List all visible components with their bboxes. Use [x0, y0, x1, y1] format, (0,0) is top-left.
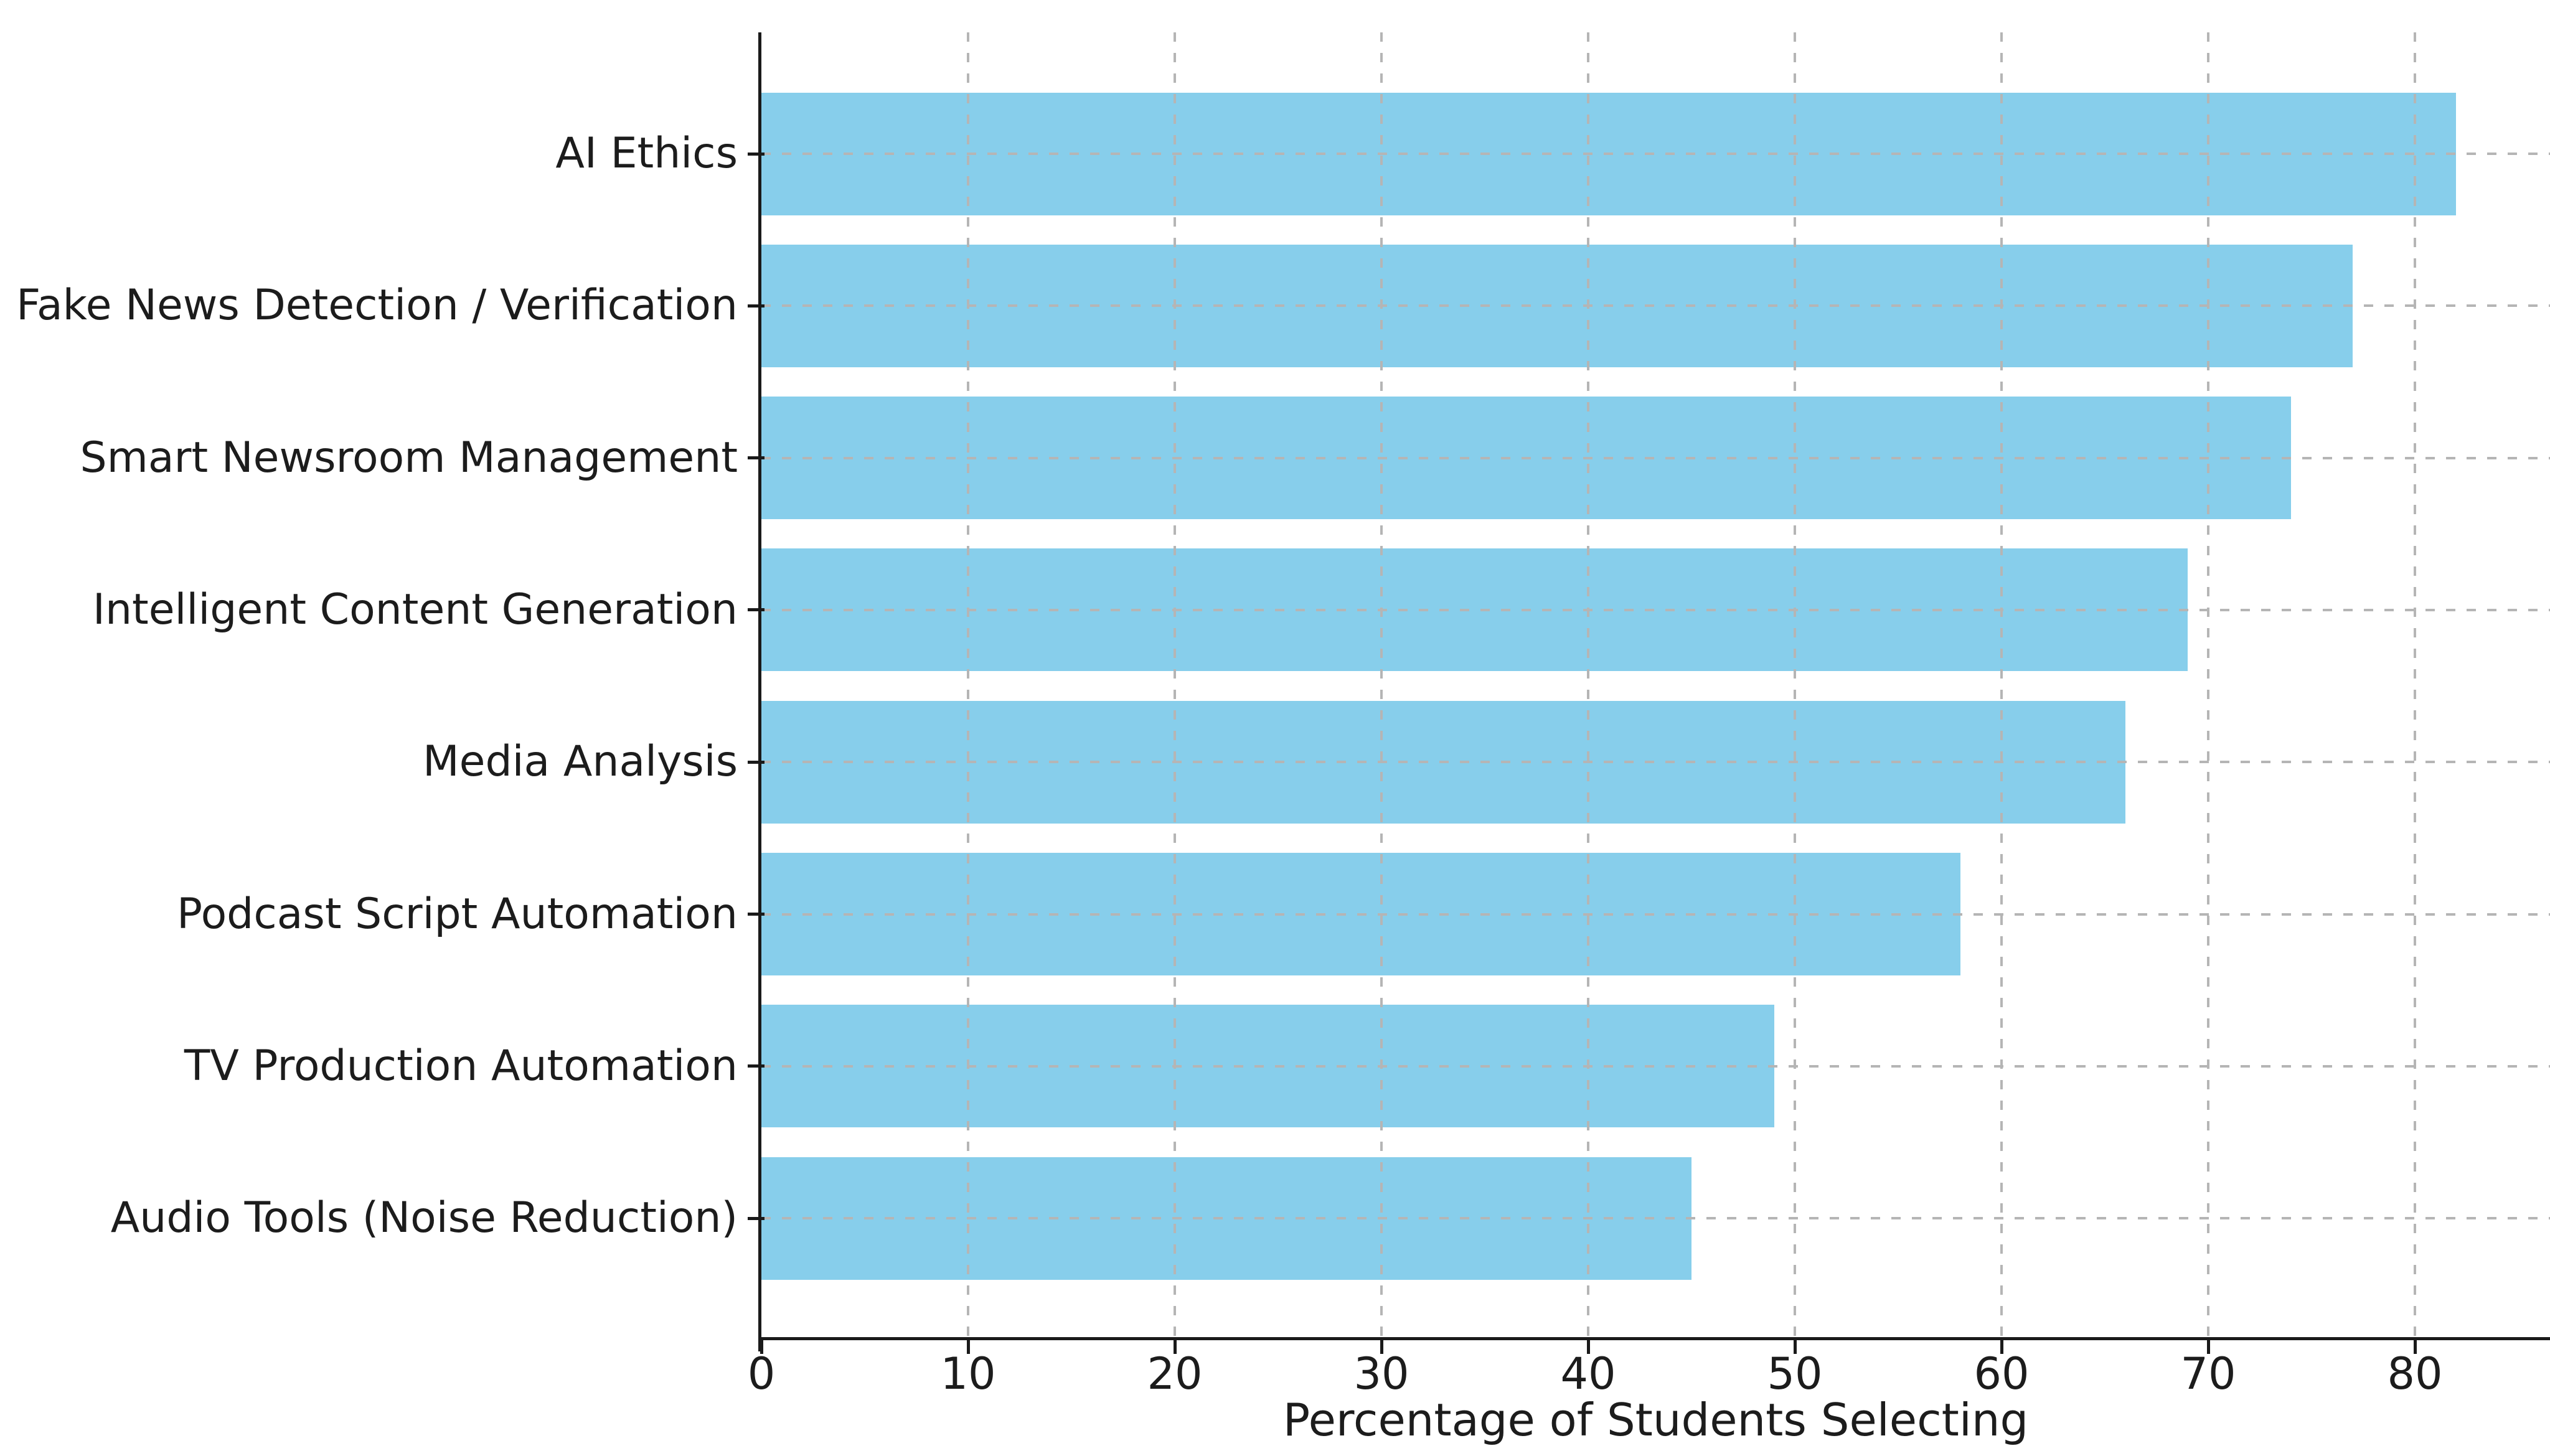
- x-tick-10: [966, 1340, 970, 1354]
- x-tick-20: [1173, 1340, 1177, 1354]
- x-tick-label-10: 10: [940, 1348, 996, 1399]
- category-label-5: Podcast Script Automation: [177, 889, 738, 939]
- category-label-4: Media Analysis: [422, 737, 738, 787]
- y-tick-6: [748, 1064, 765, 1068]
- x-tick-label-40: 40: [1560, 1348, 1616, 1399]
- v-gridline-60: [2000, 32, 2003, 1337]
- x-tick-label-30: 30: [1353, 1348, 1409, 1399]
- x-tick-80: [2413, 1340, 2417, 1354]
- x-tick-label-0: 0: [747, 1348, 776, 1399]
- h-gridline-1: [761, 304, 2550, 308]
- x-axis-spine: [758, 1337, 2550, 1340]
- category-label-2: Smart Newsroom Management: [80, 433, 738, 482]
- y-tick-7: [748, 1216, 765, 1220]
- x-tick-30: [1380, 1340, 1383, 1354]
- v-gridline-20: [1174, 32, 1176, 1337]
- y-tick-4: [748, 760, 765, 764]
- h-gridline-3: [761, 608, 2550, 611]
- v-gridline-40: [1587, 32, 1589, 1337]
- x-tick-label-70: 70: [2180, 1348, 2236, 1399]
- x-tick-label-50: 50: [1767, 1348, 1823, 1399]
- category-label-7: Audio Tools (Noise Reduction): [110, 1193, 738, 1243]
- x-tick-60: [2000, 1340, 2003, 1354]
- x-tick-50: [1793, 1340, 1797, 1354]
- x-tick-label-60: 60: [1974, 1348, 2030, 1399]
- v-gridline-80: [2414, 32, 2416, 1337]
- category-label-1: Fake News Detection / Verification: [16, 281, 738, 331]
- x-axis-label: Percentage of Students Selecting: [1282, 1394, 2029, 1446]
- h-gridline-6: [761, 1064, 2550, 1068]
- category-label-3: Intelligent Content Generation: [92, 585, 738, 634]
- y-tick-5: [748, 913, 765, 916]
- y-tick-3: [748, 608, 765, 612]
- v-gridline-50: [1794, 32, 1796, 1337]
- h-gridline-4: [761, 761, 2550, 764]
- x-tick-label-20: 20: [1147, 1348, 1203, 1399]
- v-gridline-30: [1380, 32, 1383, 1337]
- x-tick-0: [760, 1340, 763, 1354]
- h-gridline-0: [761, 153, 2550, 155]
- x-tick-70: [2206, 1340, 2210, 1354]
- category-label-6: TV Production Automation: [184, 1041, 738, 1091]
- x-tick-label-80: 80: [2387, 1348, 2443, 1399]
- h-gridline-7: [761, 1217, 2550, 1220]
- y-tick-0: [748, 152, 765, 156]
- h-gridline-5: [761, 913, 2550, 916]
- y-axis-spine: [758, 32, 761, 1351]
- h-gridline-2: [761, 456, 2550, 459]
- category-label-0: AI Ethics: [555, 129, 738, 178]
- y-tick-2: [748, 456, 765, 460]
- x-tick-40: [1586, 1340, 1590, 1354]
- v-gridline-70: [2207, 32, 2209, 1337]
- y-tick-1: [748, 304, 765, 308]
- v-gridline-10: [967, 32, 969, 1337]
